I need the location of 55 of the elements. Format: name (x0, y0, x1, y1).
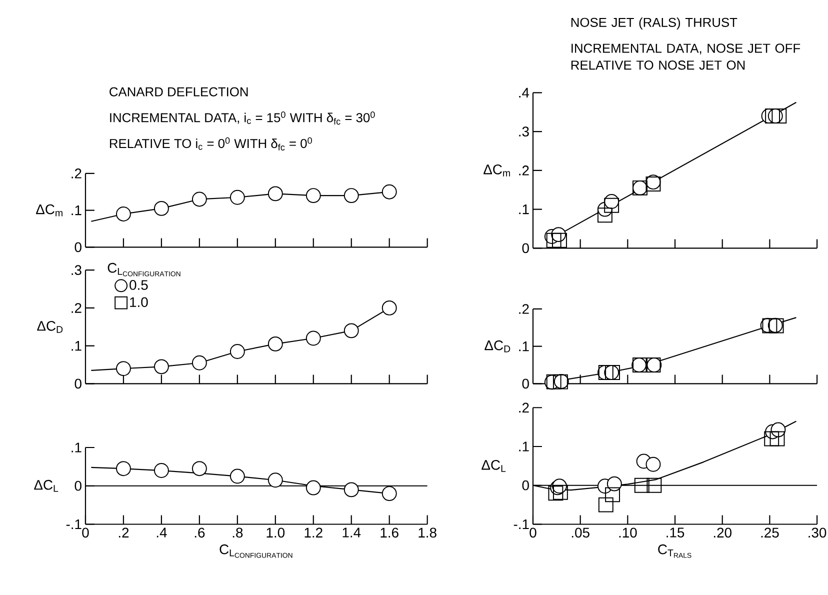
text: RELATIVE TO i$_{c}$ = 0$^{0}$ WITH δ$_{fc}$ = 0$^{0}$ (110, 137, 312, 150)
x-tick-label: 1.8 (418, 528, 436, 538)
x-tick-label: 0 (82, 528, 89, 538)
x-tick-label: .30 (808, 528, 826, 538)
y-tick-label: .2 (72, 303, 82, 313)
y-tick-label: .3 (519, 126, 529, 136)
y-tick-label: 0 (74, 242, 82, 252)
y-axis-title: ΔC$_{D}$ (37, 320, 63, 333)
y-axis-title: ΔC$_{m}$ (36, 204, 62, 216)
legend-label: 0.5 (130, 280, 148, 290)
y-tick-label: 0 (522, 378, 529, 389)
x-axis-title: $\mathrm{C}_{\mathrm{L}_{\mathrm{CONFIGURATION}}}$ (220, 544, 292, 558)
chart-title: NOSE JET (RALS) THRUST (571, 17, 738, 30)
y-tick-label: 0 (522, 480, 529, 490)
y-tick-label: .2 (72, 168, 82, 178)
y-tick-label: .1 (72, 206, 82, 216)
x-tick-label: .05 (572, 528, 590, 538)
x-tick-label: 1.6 (380, 528, 398, 538)
y-axis-title: ΔC$_{D}$ (484, 340, 510, 352)
y-tick-label: 0 (522, 243, 529, 254)
x-tick-label: .2 (118, 528, 129, 538)
chart-subtitle: INCREMENTAL DATA, i$_{c}$ = 15$^{0}$ WITH δ$_{fc}$ = 30$^{0}$ (110, 111, 375, 125)
y-axis-title: ΔC$_{L}$ (482, 460, 506, 472)
x-tick-label: 1.2 (304, 528, 322, 538)
y-tick-label: .1 (519, 204, 529, 214)
y-tick-label: .3 (72, 265, 82, 276)
y-tick-label: .1 (72, 341, 82, 351)
chart-title: CANARD DEFLECTION (110, 87, 248, 96)
x-tick-label: 0 (530, 528, 536, 538)
y-tick-label: -.1 (514, 519, 529, 530)
x-tick-label: .4 (156, 528, 167, 538)
chart-subtitle: INCREMENTAL DATA, NOSE JET OFF RELATIVE TO NOSE JET ON (571, 44, 800, 70)
y-tick-label: 0 (74, 378, 82, 389)
y-tick-label: .1 (519, 342, 529, 352)
x-tick-label: .8 (232, 528, 243, 538)
x-axis-title: $\mathrm{C}_{\mathrm{T}_{\mathrm{RALS}}}$ (658, 544, 692, 558)
x-tick-label: .10 (619, 528, 637, 538)
y-tick-label: .1 (519, 442, 529, 452)
y-axis-title: ΔC$_{m}$ (484, 164, 510, 176)
legend-label: 1.0 (130, 297, 148, 308)
x-tick-label: .25 (761, 528, 779, 538)
x-tick-label: .20 (714, 528, 732, 538)
x-tick-label: 1.4 (342, 528, 361, 538)
y-tick-label: -.1 (66, 519, 82, 530)
y-tick-label: .2 (519, 402, 529, 412)
x-tick-label: 1.0 (266, 528, 285, 538)
y-tick-label: .2 (519, 304, 529, 314)
legend-title: $\mathrm{C}_{\mathrm{L}_{\mathrm{CONFIGURATION}}}$ (108, 262, 180, 276)
x-tick-label: .6 (194, 528, 205, 538)
y-tick-label: .4 (519, 88, 530, 98)
y-tick-label: .1 (72, 442, 82, 452)
y-axis-title: ΔC$_{L}$ (34, 480, 58, 492)
x-tick-label: .15 (666, 528, 684, 538)
y-tick-label: .2 (519, 166, 529, 176)
y-tick-label: 0 (74, 480, 82, 491)
